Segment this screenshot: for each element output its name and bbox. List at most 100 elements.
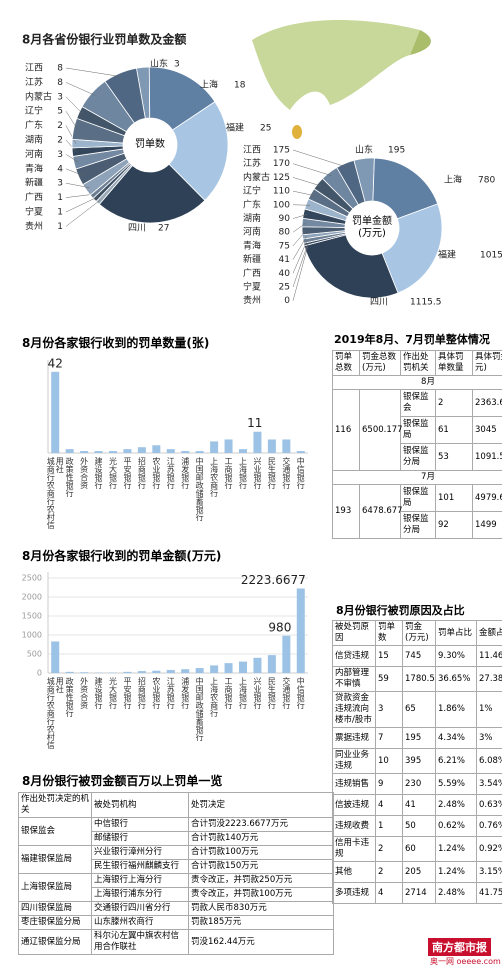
table-cell: 邮储银行 — [91, 831, 189, 846]
table-cell: 福建银保监局 — [18, 845, 92, 874]
slice-category: 河南 — [25, 148, 43, 160]
x-tick-label: 城商行农商行农村信用社 — [46, 677, 65, 749]
leader-line — [292, 240, 308, 274]
month-row: 8月 — [332, 375, 502, 390]
slice-category: 四川 — [128, 224, 146, 234]
y-tick-label: 2000 — [22, 593, 42, 602]
leader-line — [292, 244, 309, 301]
slice-value: 25 — [279, 283, 290, 293]
leader-line — [65, 154, 79, 163]
slice-category: 青海 — [25, 162, 43, 174]
leader-line — [65, 196, 98, 213]
table-cell: 205 — [402, 861, 436, 883]
slice-category: 江西 — [25, 63, 43, 74]
x-tick-label: 上海农商行 — [209, 677, 219, 717]
y-tick-label: 1000 — [22, 631, 42, 640]
reason-table: 被处罚原因罚单数罚金(万元)罚单占比金额占比信贷违规157459.30%11.4… — [332, 620, 502, 904]
table-row: 银保监局 61 3045 — [333, 416, 502, 444]
table-cell: 6478.677 — [359, 484, 403, 539]
bar — [181, 669, 190, 673]
bar — [224, 663, 233, 673]
table-row: 票据违规 7 195 4.34% 3% — [332, 727, 502, 749]
table-cell: 银保监分局 — [400, 511, 436, 539]
table-cell: 2363.677 — [472, 389, 502, 417]
x-tick-label: 民生银行 — [267, 677, 277, 709]
table-cell: 195 — [402, 727, 436, 749]
slice-category: 四川 — [370, 298, 388, 308]
table-cell: 0.76% — [476, 815, 502, 837]
table-cell: 53 — [435, 443, 473, 471]
table-cell: 交通银行四川省分行 — [91, 901, 189, 916]
table-cell: 票据违规 — [332, 727, 376, 749]
bar — [123, 671, 132, 673]
slice-category: 江苏 — [25, 76, 43, 88]
table-row: 福建银保监局 兴业银行漳州分行 合计罚款100万元 — [18, 845, 334, 874]
table-cell: 193 — [332, 484, 360, 539]
table-row: 通辽银保监分局 科尔沁左翼中旗农村信用合作联社 罚没162.44万元 — [18, 929, 334, 955]
table-cell: 9.30% — [435, 645, 477, 667]
leader-line — [65, 199, 101, 227]
bar — [224, 439, 233, 453]
bar — [51, 641, 60, 673]
slice-category: 内蒙古 — [243, 171, 270, 183]
table-cell: 15 — [375, 645, 403, 667]
leader-line — [292, 230, 307, 247]
bar — [253, 431, 262, 453]
slice-value: 2 — [57, 136, 63, 146]
slice-category: 广西 — [243, 267, 261, 279]
slice-value: 110 — [273, 187, 290, 197]
table-cell: 上海银行上海分行 — [91, 873, 189, 888]
x-tick-label: 平安银行 — [122, 457, 132, 489]
leader-line — [65, 111, 78, 130]
table-cell: 5.59% — [435, 773, 477, 795]
bar — [239, 661, 247, 673]
x-tick-label: 农业银行 — [151, 457, 161, 489]
table-cell: 1.24% — [435, 861, 477, 883]
slice-value: 3 — [174, 60, 180, 70]
table-title: 8月份银行被罚金额百万以上罚单一览 — [22, 774, 223, 788]
header-cell: 被处罚原因 — [332, 620, 376, 646]
slice-value: 4 — [57, 164, 63, 174]
value-label: 2223.6677 — [241, 573, 306, 587]
bar — [210, 441, 219, 453]
table-cell: 2714 — [402, 882, 436, 904]
table-cell: 6500.177 — [359, 389, 403, 471]
table-cell: 745 — [402, 645, 436, 667]
x-tick-label: 工商银行 — [224, 457, 234, 489]
slice-value: 125 — [273, 173, 290, 183]
slice-category: 内蒙古 — [25, 90, 52, 102]
header-cell: 具体罚金(万元) — [472, 350, 502, 376]
donut-center-label: 罚单金额(万元) — [352, 216, 392, 239]
table-cell: 山东滕州农商行 — [91, 915, 189, 930]
donut-slice — [168, 101, 229, 201]
table-cell: 合计罚款100万元 — [188, 845, 334, 860]
table-cell: 信披违规 — [332, 794, 376, 816]
leader-line — [292, 236, 307, 260]
header-cell: 罚单数 — [375, 620, 403, 646]
table-cell: 395 — [402, 748, 436, 774]
table-title: 2019年8月、7月罚单整体情况 — [334, 333, 490, 346]
table-cell: 65 — [402, 691, 436, 728]
table-row: 银保监会 中信银行 合计罚没2223.6677万元 — [18, 817, 334, 846]
table-cell: 6.08% — [476, 748, 502, 774]
table-cell: 60 — [402, 836, 436, 862]
table-cell: 7月 — [332, 470, 502, 485]
x-tick-label: 江苏银行 — [166, 677, 176, 709]
x-tick-label: 中信银行 — [296, 677, 306, 709]
table-cell: 6.21% — [435, 748, 477, 774]
table-cell: 银保监会 — [400, 389, 436, 417]
table-cell: 上海银行浦东分行 — [91, 887, 189, 902]
table-cell: 4 — [375, 882, 403, 904]
x-tick-label: 外资合资 — [79, 457, 89, 489]
bar — [296, 451, 305, 453]
slice-category: 上海 — [444, 174, 462, 186]
x-tick-label: 中国邮政储蓄银行 — [195, 677, 205, 741]
table-cell: 同业业务违规 — [332, 748, 376, 774]
